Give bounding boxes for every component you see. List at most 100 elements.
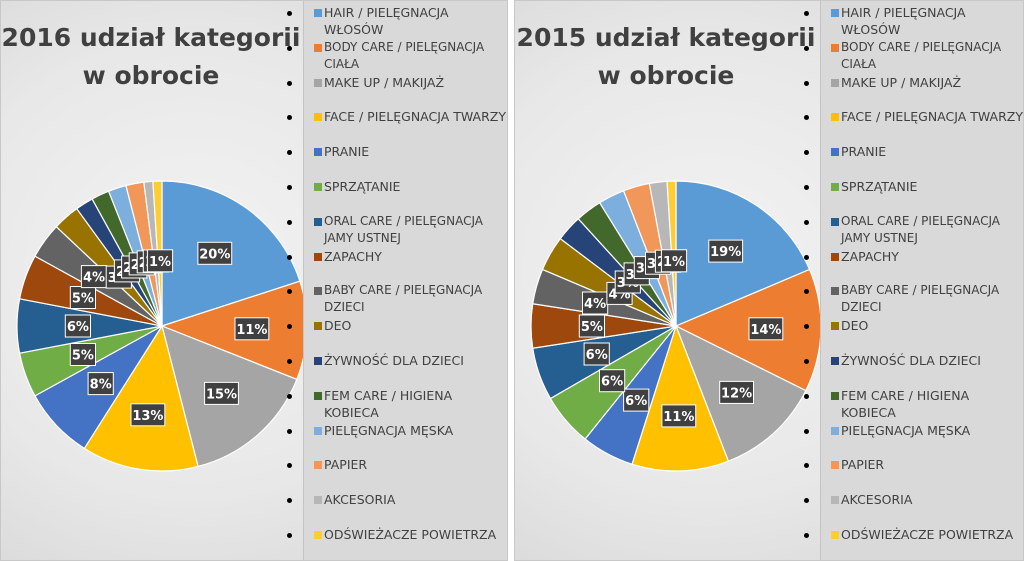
legend-label: HAIR / PIELĘGNACJA WŁOSÓW [841,5,966,37]
legend: HAIR / PIELĘGNACJA WŁOSÓWBODY CARE / PIE… [303,1,507,560]
data-label-face: 11% [661,404,697,428]
legend-item-hair: HAIR / PIELĘGNACJA WŁOSÓW [304,4,507,37]
legend-label: BODY CARE / PIELĘGNACJA CIAŁA [841,39,1002,71]
data-label-zapachy: 5% [578,314,606,338]
legend-label: MAKE UP / MAKIJAŻ [324,74,445,90]
legend-swatch [314,113,322,122]
data-label-box [197,241,233,265]
data-label-pranie: 6% [623,388,650,412]
chart-2016: 2016 udział kategorii w obrocie 20% 11% 15… [0,0,508,561]
data-label-text: 6% [586,348,608,363]
legend-label: PIELĘGNACJA MĘSKA [841,422,971,438]
data-label-zapachy: 5% [69,286,97,309]
data-label-box [599,369,626,393]
legend-item-body-care: BODY CARE / PIELĘGNACJA CIAŁA [821,39,1023,71]
legend-swatch [314,148,322,157]
data-label-text: 4% [83,271,105,286]
data-label-body-care: 11% [234,317,270,341]
legend-swatch [314,357,322,365]
chart-title: 2015 udział kategorii w obrocie [516,23,816,90]
data-label-face: 13% [130,403,166,427]
legend-swatch [314,252,322,261]
pie-chart: 20%11%15%13%8%5%6%5%4%3%2%2%2%2%1%1% [16,180,303,472]
legend-label: BABY CARE / PIELĘGNACJA DZIECI [841,283,1000,315]
legend-item-fem-care: FEM CARE / HIGIENA KOBIECA [821,387,1023,420]
data-label-text: 5% [72,349,94,364]
data-label-text: 19% [710,245,741,260]
data-label-sprzatanie: 5% [69,343,97,366]
legend-label: ORAL CARE / PIELĘGNACJA JAMY USTNEJ [841,213,1000,245]
data-label-text: 1% [149,255,171,270]
legend-label: PAPIER [324,457,368,473]
legend-item-baby-care: BABY CARE / PIELĘGNACJA DZIECI [304,282,507,314]
legend-label: BABY CARE / PIELĘGNACJA DZIECI [324,283,483,315]
legend-item-pielegnacja-meska: PIELĘGNACJA MĘSKA [821,422,1023,441]
legend-swatch [314,78,322,87]
legend-label: PRANIE [324,144,370,160]
legend: HAIR / PIELĘGNACJA WŁOSÓWBODY CARE / PIE… [820,1,1023,560]
data-label-box [146,249,174,273]
legend-item-make-up: MAKE UP / MAKIJAŻ [821,74,1023,93]
legend-item-deo: DEO [304,317,507,336]
legend-item-zywnosc: ŻYWNOŚĆ DLA DZIECI [821,352,1023,371]
data-label-box [130,403,166,427]
data-label-box [661,404,697,428]
legend-label: BODY CARE / PIELĘGNACJA CIAŁA [324,39,485,71]
data-label-box [583,342,610,366]
legend-label: DEO [841,318,869,334]
legend-swatch [314,531,322,539]
legend-swatch [831,426,839,435]
legend-item-zapachy: ZAPACHY [304,248,507,267]
legend-item-body-care: BODY CARE / PIELĘGNACJA CIAŁA [304,39,507,71]
legend-label: ODŚWIEŻACZE POWIETRZA [324,527,497,542]
legend-swatch [314,496,322,505]
data-label-box [578,314,606,338]
data-label-text: 20% [199,247,230,262]
legend-swatch [831,43,839,52]
data-label-text: 6% [601,375,623,390]
legend-swatch [831,113,839,122]
data-label-hair: 19% [708,239,744,263]
legend-item-papier: PAPIER [821,456,1023,475]
legend-label: PRANIE [841,144,887,160]
data-label-oral-care: 6% [583,342,610,366]
legend-swatch [314,322,322,331]
data-label-text: 6% [625,394,647,409]
data-label-text: 14% [750,323,781,338]
legend-label: ODŚWIEŻACZE POWIETRZA [841,527,1014,542]
legend-label: FACE / PIELĘGNACJA TWARZY [324,109,506,125]
legend-item-pranie: PRANIE [821,143,1023,162]
data-label-box [748,317,784,341]
legend-swatch [831,148,839,157]
slice-face [83,324,199,472]
slice-face [631,324,730,472]
legend-swatch [831,183,839,191]
legend-swatch [831,9,839,17]
legend-label: DEO [324,318,352,334]
legend-swatch [831,78,839,87]
legend-swatch [831,531,839,539]
legend-swatch [831,357,839,365]
legend-item-zapachy: ZAPACHY [821,248,1023,267]
legend-label: ORAL CARE / PIELĘGNACJA JAMY USTNEJ [324,213,483,245]
legend-label: FEM CARE / HIGIENA KOBIECA [841,387,970,420]
legend-item-hair: HAIR / PIELĘGNACJA WŁOSÓW [821,4,1023,37]
data-label-box [234,317,270,341]
legend-swatch [831,461,839,470]
legend-swatch [314,43,322,52]
legend-swatch [831,322,839,331]
legend-item-baby-care: BABY CARE / PIELĘGNACJA DZIECI [821,282,1023,314]
legend-label: ZAPACHY [841,248,899,264]
data-label-text: 13% [132,409,163,424]
legend-swatch [831,391,839,400]
slice-body-care [160,280,303,381]
data-label-box [69,343,97,366]
legend-swatch [314,287,322,296]
legend-swatch [314,461,322,470]
legend-label: FEM CARE / HIGIENA KOBIECA [324,387,453,420]
data-label-box [719,380,754,404]
legend-item-odswiezacze: ODŚWIEŻACZE POWIETRZA [304,526,507,545]
legend-label: MAKE UP / MAKIJAŻ [841,74,962,90]
data-label-box [623,388,650,412]
legend-label: ŻYWNOŚĆ DLA DZIECI [841,353,981,368]
